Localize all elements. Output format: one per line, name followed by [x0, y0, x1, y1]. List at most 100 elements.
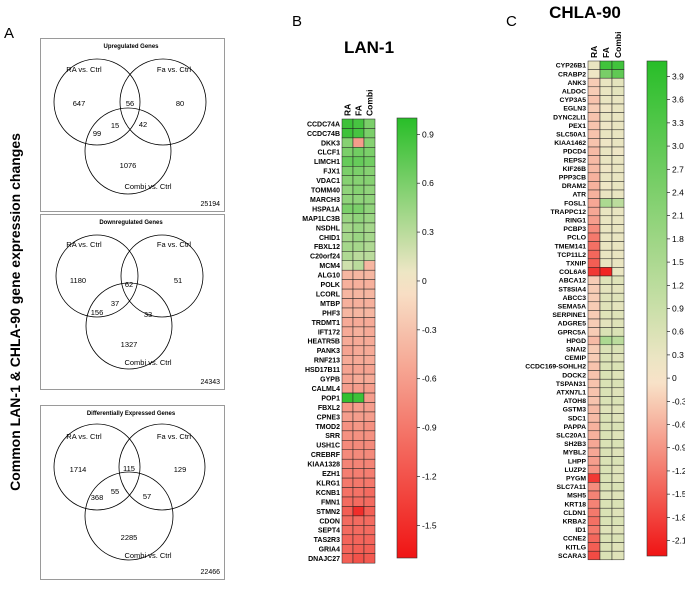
colorbar-tick-label: 0.6	[672, 327, 684, 337]
heatmap-cell	[341, 336, 354, 347]
colorbar-tick-label: 0	[422, 276, 427, 286]
heatmap-cell	[587, 138, 601, 148]
heatmap-cell	[587, 189, 601, 199]
venn-count: 1180	[70, 276, 86, 285]
heatmap-row-label: KITLG	[566, 544, 586, 551]
heatmap-cell	[352, 326, 365, 337]
heatmap-cell	[363, 364, 376, 375]
heatmap-column-header: FA	[601, 47, 611, 58]
heatmap-row-label: KRBA2	[563, 519, 587, 526]
heatmap-cell	[611, 189, 625, 199]
heatmap-cell	[599, 525, 613, 535]
heatmap-cell	[611, 284, 625, 294]
heatmap-row-label: CYP3A5	[560, 97, 587, 104]
heatmap-cell	[587, 267, 601, 277]
heatmap-cell	[587, 533, 601, 543]
heatmap-cell	[587, 258, 601, 268]
heatmap-cell	[611, 103, 625, 113]
heatmap-row-label: GRIA4	[319, 547, 341, 554]
heatmap-cell	[599, 198, 613, 208]
venn-circle-fa	[118, 423, 206, 511]
heatmap-cell	[363, 487, 376, 498]
heatmap-cell	[341, 184, 354, 195]
heatmap-cell	[363, 355, 376, 365]
heatmap-row-labels: CCDC74A CCDC74B DKK3 CLCF1 LIMCH1 FJX1 VDAC1 TO…	[302, 121, 340, 563]
heatmap-cell	[587, 301, 601, 311]
heatmap-cell	[599, 284, 613, 294]
heatmap-row-label: VDAC1	[316, 178, 340, 185]
heatmap-row-label: SLC20A1	[556, 433, 586, 440]
heatmap-cell	[363, 260, 376, 271]
heatmap-cell	[599, 327, 613, 337]
heatmap-cell	[341, 194, 354, 205]
heatmap-row-label: TMEM141	[555, 243, 587, 250]
heatmap-row-label: GYPB	[320, 377, 340, 384]
heatmap-row-label: SEPT4	[318, 528, 340, 535]
heatmap-cell	[611, 301, 625, 311]
heatmap-cell	[363, 175, 376, 186]
colorbar-tick-label: 1.5	[672, 257, 684, 267]
heatmap-cell	[352, 232, 365, 243]
heatmap-cell	[352, 487, 365, 498]
heatmap-cell	[352, 269, 365, 280]
heatmap-cell	[352, 222, 365, 233]
heatmap-cell	[599, 155, 613, 165]
heatmap-cell	[611, 499, 625, 509]
heatmap-cell	[341, 175, 354, 186]
heatmap-row-label: PHF3	[322, 310, 340, 317]
heatmap-cell	[611, 77, 625, 88]
heatmap-row-label: FOSL1	[564, 200, 586, 207]
heatmap-cell	[587, 404, 601, 414]
heatmap-cell	[611, 473, 625, 483]
heatmap-row-label: SDC1	[568, 415, 586, 422]
heatmap-row-label: TOMM40	[311, 188, 340, 195]
heatmap-cell	[599, 95, 613, 105]
heatmap-row-label: CCDC169-SOHLH2	[525, 364, 586, 371]
venn-set-label-ra: RA vs. Ctrl	[66, 65, 102, 74]
heatmap-cell	[611, 353, 625, 363]
heatmap-row-label: KIF26B	[563, 166, 587, 173]
heatmap-cell	[352, 496, 365, 507]
heatmap-cell	[611, 327, 625, 337]
heatmap-cell	[611, 215, 625, 225]
heatmap-cell	[363, 392, 376, 403]
heatmap-cell	[352, 118, 365, 129]
heatmap-cell	[611, 525, 625, 535]
heatmap-cell	[587, 249, 601, 260]
heatmap-column-header: RA	[589, 46, 599, 58]
heatmap-cell	[599, 318, 613, 328]
heatmap-cell	[611, 249, 625, 260]
heatmap-cell	[341, 288, 354, 299]
heatmap-cell	[587, 464, 601, 475]
heatmap-cell	[352, 534, 365, 545]
heatmap-cell	[363, 317, 376, 328]
heatmap-cell	[587, 318, 601, 328]
heatmap-row-label: KCNB1	[316, 490, 340, 497]
heatmap-cell	[611, 335, 625, 346]
heatmap-cell	[352, 288, 365, 299]
venn-total: 22466	[201, 569, 221, 576]
colorbar-tick-label: -0.6	[422, 374, 437, 384]
heatmap-row-label: GPRC5A	[558, 329, 586, 336]
heatmap-row-label: KIAA1462	[554, 140, 586, 147]
heatmap-row-label: TRAPPC12	[550, 209, 586, 216]
heatmap-cell	[341, 487, 354, 498]
heatmap-cell	[599, 189, 613, 199]
heatmap-cell	[587, 86, 601, 96]
heatmap-cell	[611, 490, 625, 500]
colorbar-tick-label: 0.6	[422, 178, 434, 188]
heatmap-row-label: POP1	[321, 395, 340, 402]
colorbar-tick-label: -1.2	[422, 472, 437, 482]
heatmap-cell	[611, 370, 625, 380]
heatmap-row-label: CCDC74B	[307, 131, 340, 138]
heatmap-cell	[599, 310, 613, 320]
venn-upregulated: Upregulated Genes RA vs. Ctrl Fa vs. Ctr…	[53, 44, 220, 208]
heatmap-cell	[587, 112, 601, 122]
heatmap-cell	[352, 544, 365, 554]
heatmap-cell	[599, 60, 613, 70]
side-title: Common LAN-1 & CHLA-90 gene expression c…	[7, 133, 23, 491]
heatmap-cell	[599, 550, 613, 561]
heatmap-cell	[611, 447, 625, 457]
heatmap-row-label: SNAI2	[566, 347, 586, 354]
